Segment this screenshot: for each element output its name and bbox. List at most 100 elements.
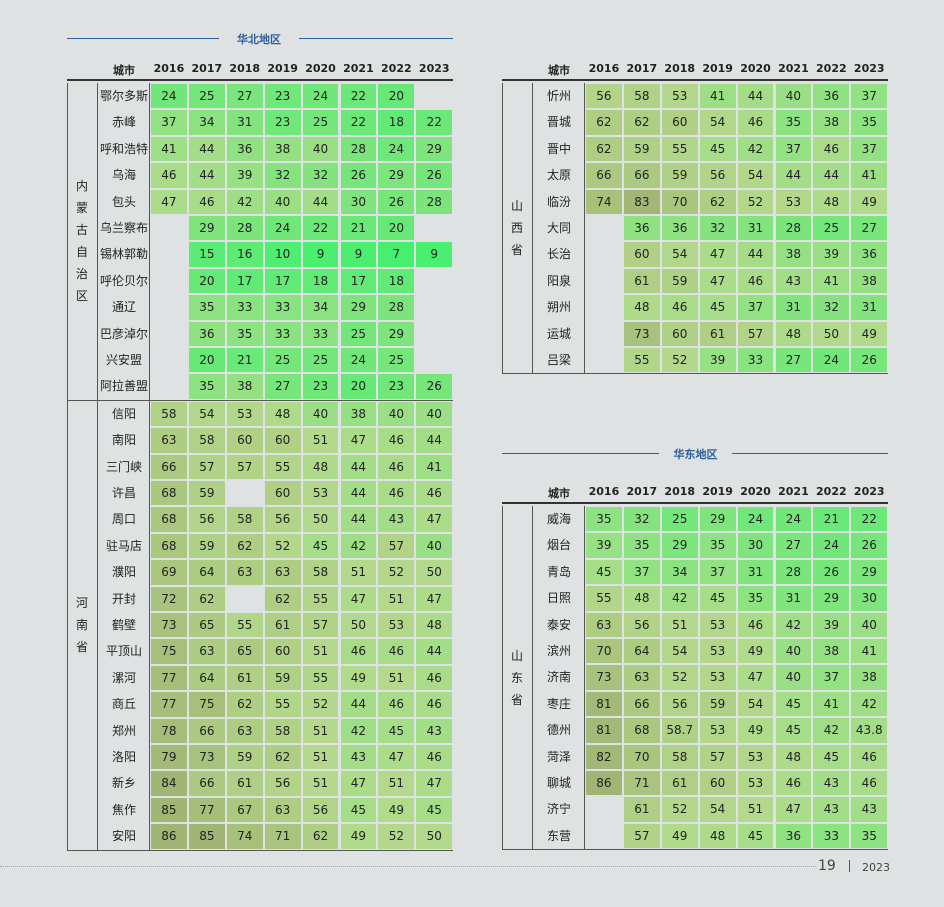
value-cell: 10	[264, 242, 301, 267]
value-cell: 52	[264, 533, 301, 559]
value-cell: 50	[302, 507, 339, 532]
value-cell: 45	[302, 533, 339, 559]
value-cell: 24	[813, 533, 850, 558]
value-cell: 67	[226, 797, 263, 823]
value-cell: 69	[151, 560, 187, 585]
value-cell: 51	[661, 612, 698, 637]
city-name: 济宁	[546, 802, 571, 817]
value-cell: 29	[661, 533, 698, 558]
province-char: 省	[510, 243, 523, 258]
value-cell: 45	[586, 559, 622, 585]
value-cell: 37	[775, 136, 812, 162]
table-row: 烟台 39 35 29 35 30 27 24 26	[502, 532, 888, 558]
value-cell: 49	[340, 824, 377, 849]
value-cell: 49	[851, 189, 888, 214]
value-cell: 41	[851, 639, 888, 664]
value-cell: 49	[340, 665, 377, 691]
value-cell: 63	[226, 560, 263, 585]
value-cell: 46	[813, 136, 850, 162]
value-cell: 56	[188, 507, 225, 532]
value-cell: 18	[378, 268, 415, 294]
value-cell: 51	[737, 797, 774, 822]
city-name: 周口	[111, 512, 136, 527]
value-cell: 26	[416, 163, 453, 188]
value-cell: 60	[661, 110, 698, 135]
value-cell: 54	[661, 639, 698, 664]
value-cell: 35	[699, 533, 736, 558]
value-cell: 46	[416, 745, 453, 770]
value-cell: 35	[623, 533, 660, 558]
value-cell: 58	[623, 84, 660, 109]
value-cell: 34	[302, 295, 339, 320]
value-cell: 25	[378, 348, 415, 373]
value-cell: 30	[851, 586, 888, 611]
value-cell: 38	[226, 374, 263, 399]
city-name: 忻州	[546, 89, 571, 103]
value-cell: 53	[699, 665, 736, 690]
value-cell: 31	[226, 110, 263, 135]
value-cell: 75	[151, 639, 187, 664]
north-left-header-row: 城市 2016 2017 2018 2019 2020 2021 2022 2023	[67, 59, 453, 81]
value-cell: 9	[302, 242, 339, 267]
value-cell: 37	[851, 136, 888, 162]
value-cell: 62	[264, 745, 301, 770]
table-row: 菏泽 82 70 58 57 53 48 45 46	[502, 744, 888, 770]
value-cell: 44	[340, 454, 377, 479]
value-cell: 38	[264, 136, 301, 162]
value-cell: 56	[699, 163, 736, 188]
value-cell	[586, 824, 622, 848]
value-cell	[586, 242, 622, 266]
value-cell: 74	[586, 189, 622, 214]
value-cell: 26	[851, 348, 888, 373]
value-cell: 46	[775, 771, 812, 796]
value-cell: 23	[264, 110, 301, 135]
city-column-border	[149, 83, 150, 400]
value-cell: 22	[851, 507, 888, 532]
value-cell: 31	[737, 559, 774, 585]
value-cell: 23	[302, 374, 339, 399]
value-cell: 32	[302, 163, 339, 188]
value-cell: 55	[264, 692, 301, 717]
value-cell: 63	[623, 665, 660, 690]
value-cell: 36	[775, 823, 812, 849]
province-label-henan: 河南省	[67, 400, 98, 850]
value-cell: 46	[378, 692, 415, 717]
header-year: 2021	[778, 485, 809, 498]
value-cell: 46	[151, 163, 187, 188]
value-cell: 24	[151, 84, 187, 109]
value-cell	[586, 322, 622, 346]
value-cell: 17	[264, 268, 301, 294]
shandong-header-row: 城市 2016 2017 2018 2019 2020 2021 2022 2023	[502, 482, 888, 504]
value-cell: 57	[623, 823, 660, 849]
city-name: 许昌	[111, 486, 136, 500]
value-cell: 26	[851, 533, 888, 558]
page-separator	[849, 860, 850, 872]
table-row: 青岛 45 37 34 37 31 28 26 29	[502, 559, 888, 585]
city-name: 兴安盟	[105, 353, 142, 367]
table-row: 包头 47 46 42 40 44 30 26 28	[67, 189, 453, 215]
value-cell: 63	[151, 428, 187, 453]
value-cell: 42	[775, 612, 812, 637]
value-cell: 46	[340, 639, 377, 664]
value-cell: 62	[264, 586, 301, 611]
value-cell: 45	[378, 718, 415, 743]
value-cell: 56	[623, 612, 660, 637]
header-year: 2022	[381, 62, 412, 75]
value-cell: 47	[340, 586, 377, 611]
city-name: 泰安	[546, 617, 571, 632]
value-cell: 54	[737, 691, 774, 717]
value-cell: 70	[661, 189, 698, 214]
table-row: 驻马店 68 59 62 52 45 42 57 40	[67, 533, 453, 559]
value-cell	[151, 295, 187, 319]
city-name: 新乡	[111, 776, 136, 791]
value-cell: 36	[661, 216, 698, 241]
value-cell: 44	[416, 428, 453, 453]
value-cell: 29	[188, 216, 225, 241]
value-cell: 25	[188, 84, 225, 109]
value-cell: 77	[151, 692, 187, 717]
header-year: 2018	[664, 485, 696, 498]
table-row: 太原 66 66 59 56 54 44 44 41	[502, 162, 888, 188]
value-cell: 42	[340, 718, 377, 743]
value-cell: 55	[586, 586, 622, 611]
table-row: 呼伦贝尔 20 17 17 18 17 18	[67, 268, 453, 294]
